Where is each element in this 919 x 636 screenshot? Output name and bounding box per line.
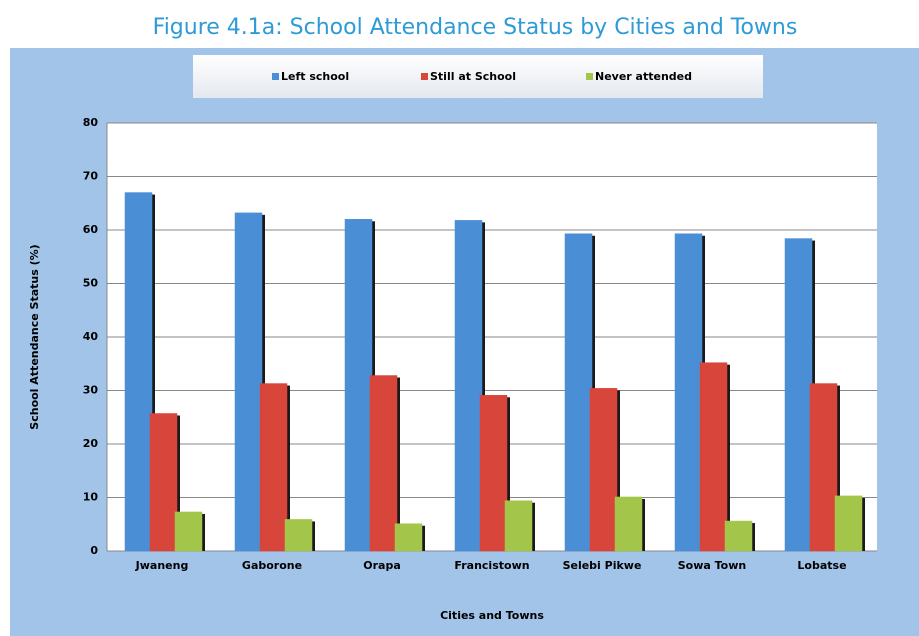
x-tick-label: Orapa xyxy=(363,559,401,572)
bar xyxy=(614,496,643,552)
x-tick-label: Lobatse xyxy=(797,559,846,572)
y-tick-label: 10 xyxy=(83,491,99,504)
y-tick-label: 70 xyxy=(83,170,99,183)
y-tick-label: 80 xyxy=(83,116,99,129)
x-tick-label: Sowa Town xyxy=(678,559,747,572)
legend-swatch xyxy=(421,73,428,80)
bar xyxy=(834,495,863,552)
legend-label: Left school xyxy=(281,70,349,83)
y-tick-label: 60 xyxy=(83,223,99,236)
bar xyxy=(344,219,373,552)
bar xyxy=(589,388,618,552)
x-tick-label: Selebi Pikwe xyxy=(563,559,642,572)
bar xyxy=(454,220,483,552)
bar xyxy=(284,519,313,552)
bar xyxy=(564,233,593,552)
bar xyxy=(369,375,398,552)
chart-title: Figure 4.1a: School Attendance Status by… xyxy=(153,15,798,40)
x-tick-label: Jwaneng xyxy=(135,559,189,572)
bar xyxy=(674,233,703,552)
y-tick-label: 40 xyxy=(83,330,99,343)
bar xyxy=(784,238,813,552)
bar xyxy=(699,362,728,552)
x-tick-label: Francistown xyxy=(454,559,529,572)
legend-label: Never attended xyxy=(595,70,692,83)
y-axis-title: School Attendance Status (%) xyxy=(28,244,41,429)
x-axis-title: Cities and Towns xyxy=(440,609,544,622)
bar xyxy=(174,511,203,552)
bar xyxy=(504,500,533,552)
y-tick-label: 0 xyxy=(90,544,98,557)
bar xyxy=(479,395,508,552)
y-tick-label: 50 xyxy=(83,277,99,290)
bar xyxy=(149,413,178,552)
bar xyxy=(394,523,423,552)
bar xyxy=(259,383,288,552)
x-tick-label: Gaborone xyxy=(242,559,302,572)
bar xyxy=(809,383,838,552)
legend-swatch xyxy=(586,73,593,80)
y-tick-label: 20 xyxy=(83,437,99,450)
legend-box xyxy=(193,55,763,98)
bar xyxy=(234,212,263,552)
y-tick-label: 30 xyxy=(83,384,99,397)
bar xyxy=(724,520,753,552)
legend-label: Still at School xyxy=(430,70,516,83)
bar xyxy=(124,192,153,552)
legend-swatch xyxy=(272,73,279,80)
